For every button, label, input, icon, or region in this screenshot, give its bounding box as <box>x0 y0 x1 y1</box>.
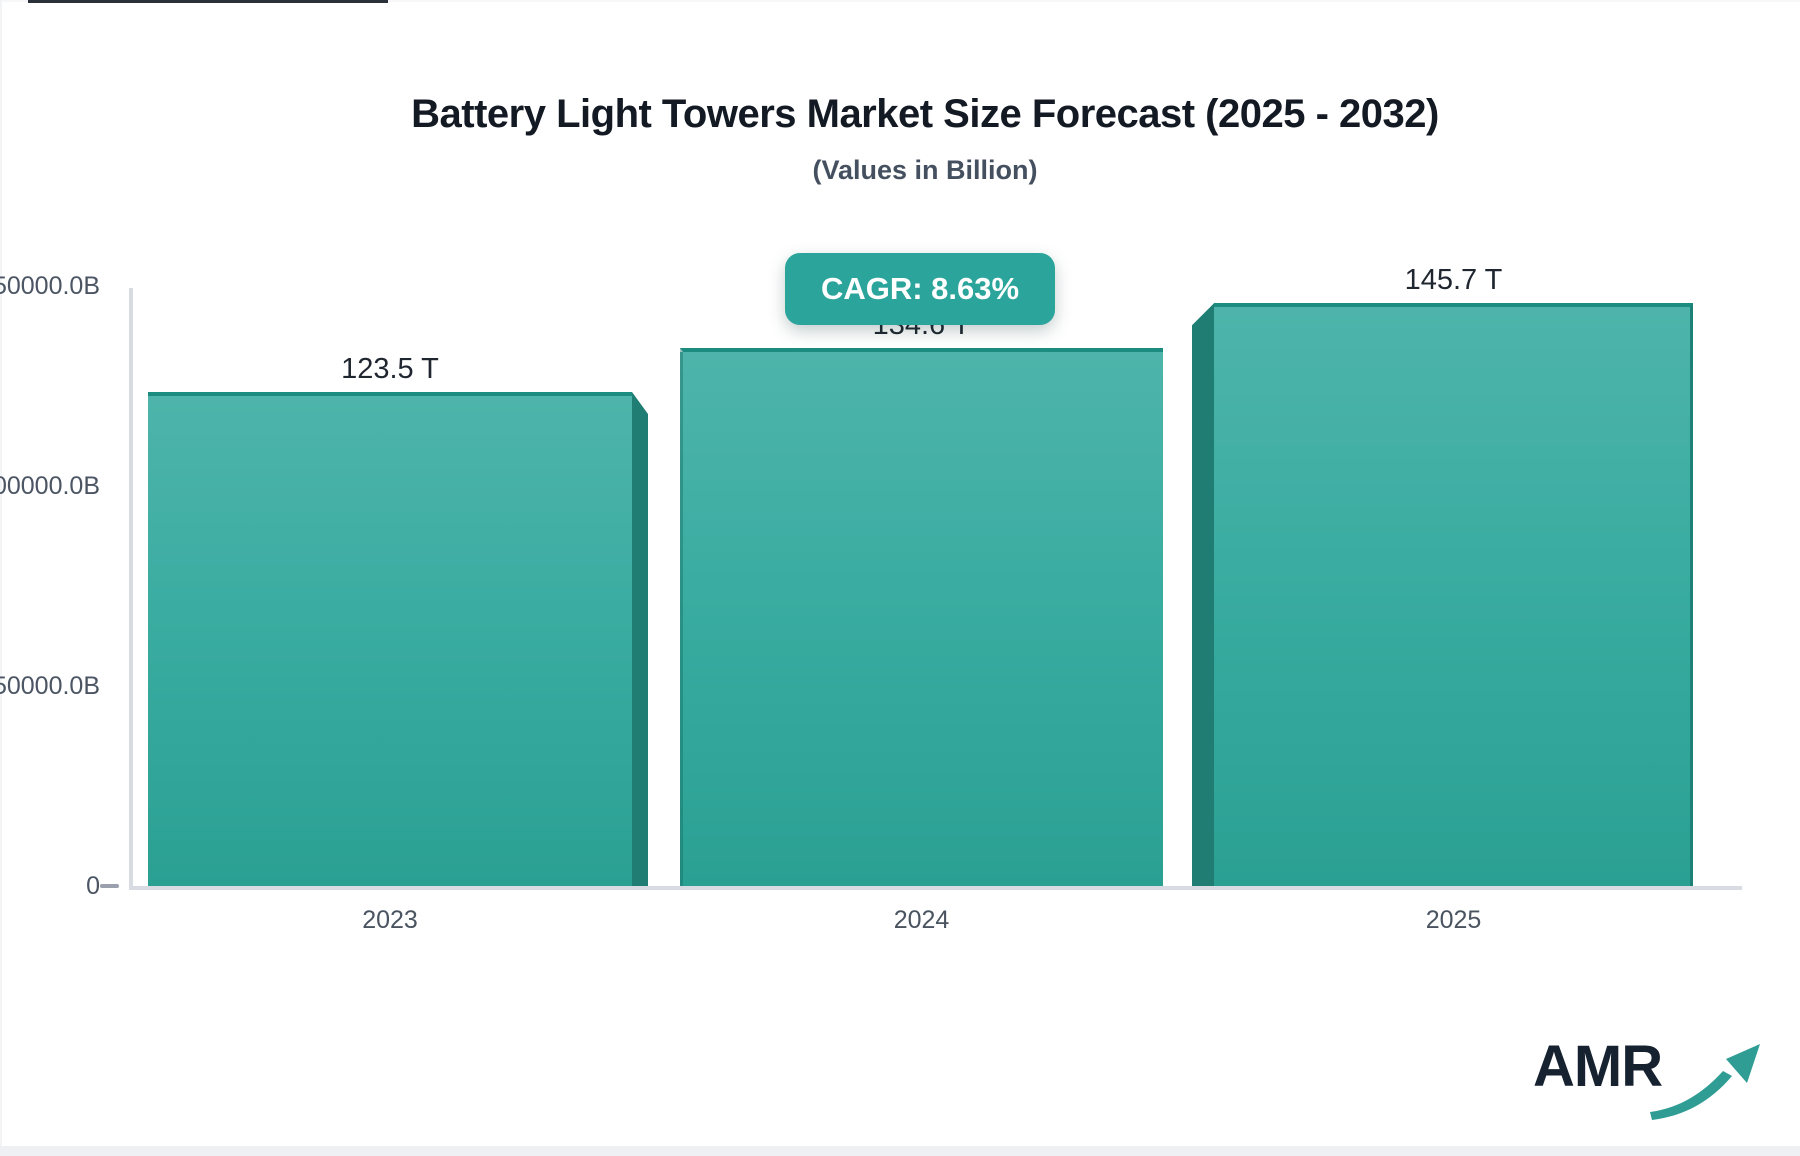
chart-header: Battery Light Towers Market Size Forecas… <box>50 92 1800 186</box>
x-axis-line <box>129 886 1742 890</box>
growth-arrow-icon <box>1650 1044 1761 1120</box>
cagr-badge-label: CAGR: 8.63% <box>820 271 1020 306</box>
x-tick-label-2023: 2023 <box>362 906 418 934</box>
bar-2025[interactable] <box>1214 303 1693 886</box>
amr-logo-text: AMR <box>1533 1034 1663 1099</box>
left-hairline <box>0 0 2 1156</box>
x-tick-label-2024: 2024 <box>893 906 950 934</box>
bar-2023-value-label: 123.5 T <box>341 353 439 385</box>
bar-2025-side-face <box>1192 303 1214 886</box>
zero-tick-mark <box>100 884 119 888</box>
bottom-strip <box>0 1146 1800 1156</box>
top-edge-artifact <box>28 0 388 3</box>
top-hairline <box>0 0 1800 2</box>
y-axis-line <box>129 288 133 888</box>
chart-title: Battery Light Towers Market Size Forecas… <box>411 92 1439 136</box>
bar-2025-value-label: 145.7 T <box>1404 264 1503 297</box>
y-tick-label: 50000.0B <box>0 672 100 700</box>
bar-2023[interactable] <box>148 392 632 886</box>
y-tick-label: 150000.0B <box>0 272 100 300</box>
bar-2023-side-face <box>632 392 648 886</box>
cagr-badge: CAGR: 8.63% <box>785 253 1055 325</box>
y-tick-label: 100000.0B <box>0 472 100 500</box>
y-tick-label: 0 <box>86 872 100 900</box>
bar-2024[interactable] <box>680 347 1163 886</box>
chart-subtitle: (Values in Billion) <box>812 155 1038 185</box>
amr-logo: AMR <box>1533 1036 1770 1130</box>
x-tick-label-2025: 2025 <box>1425 906 1482 934</box>
